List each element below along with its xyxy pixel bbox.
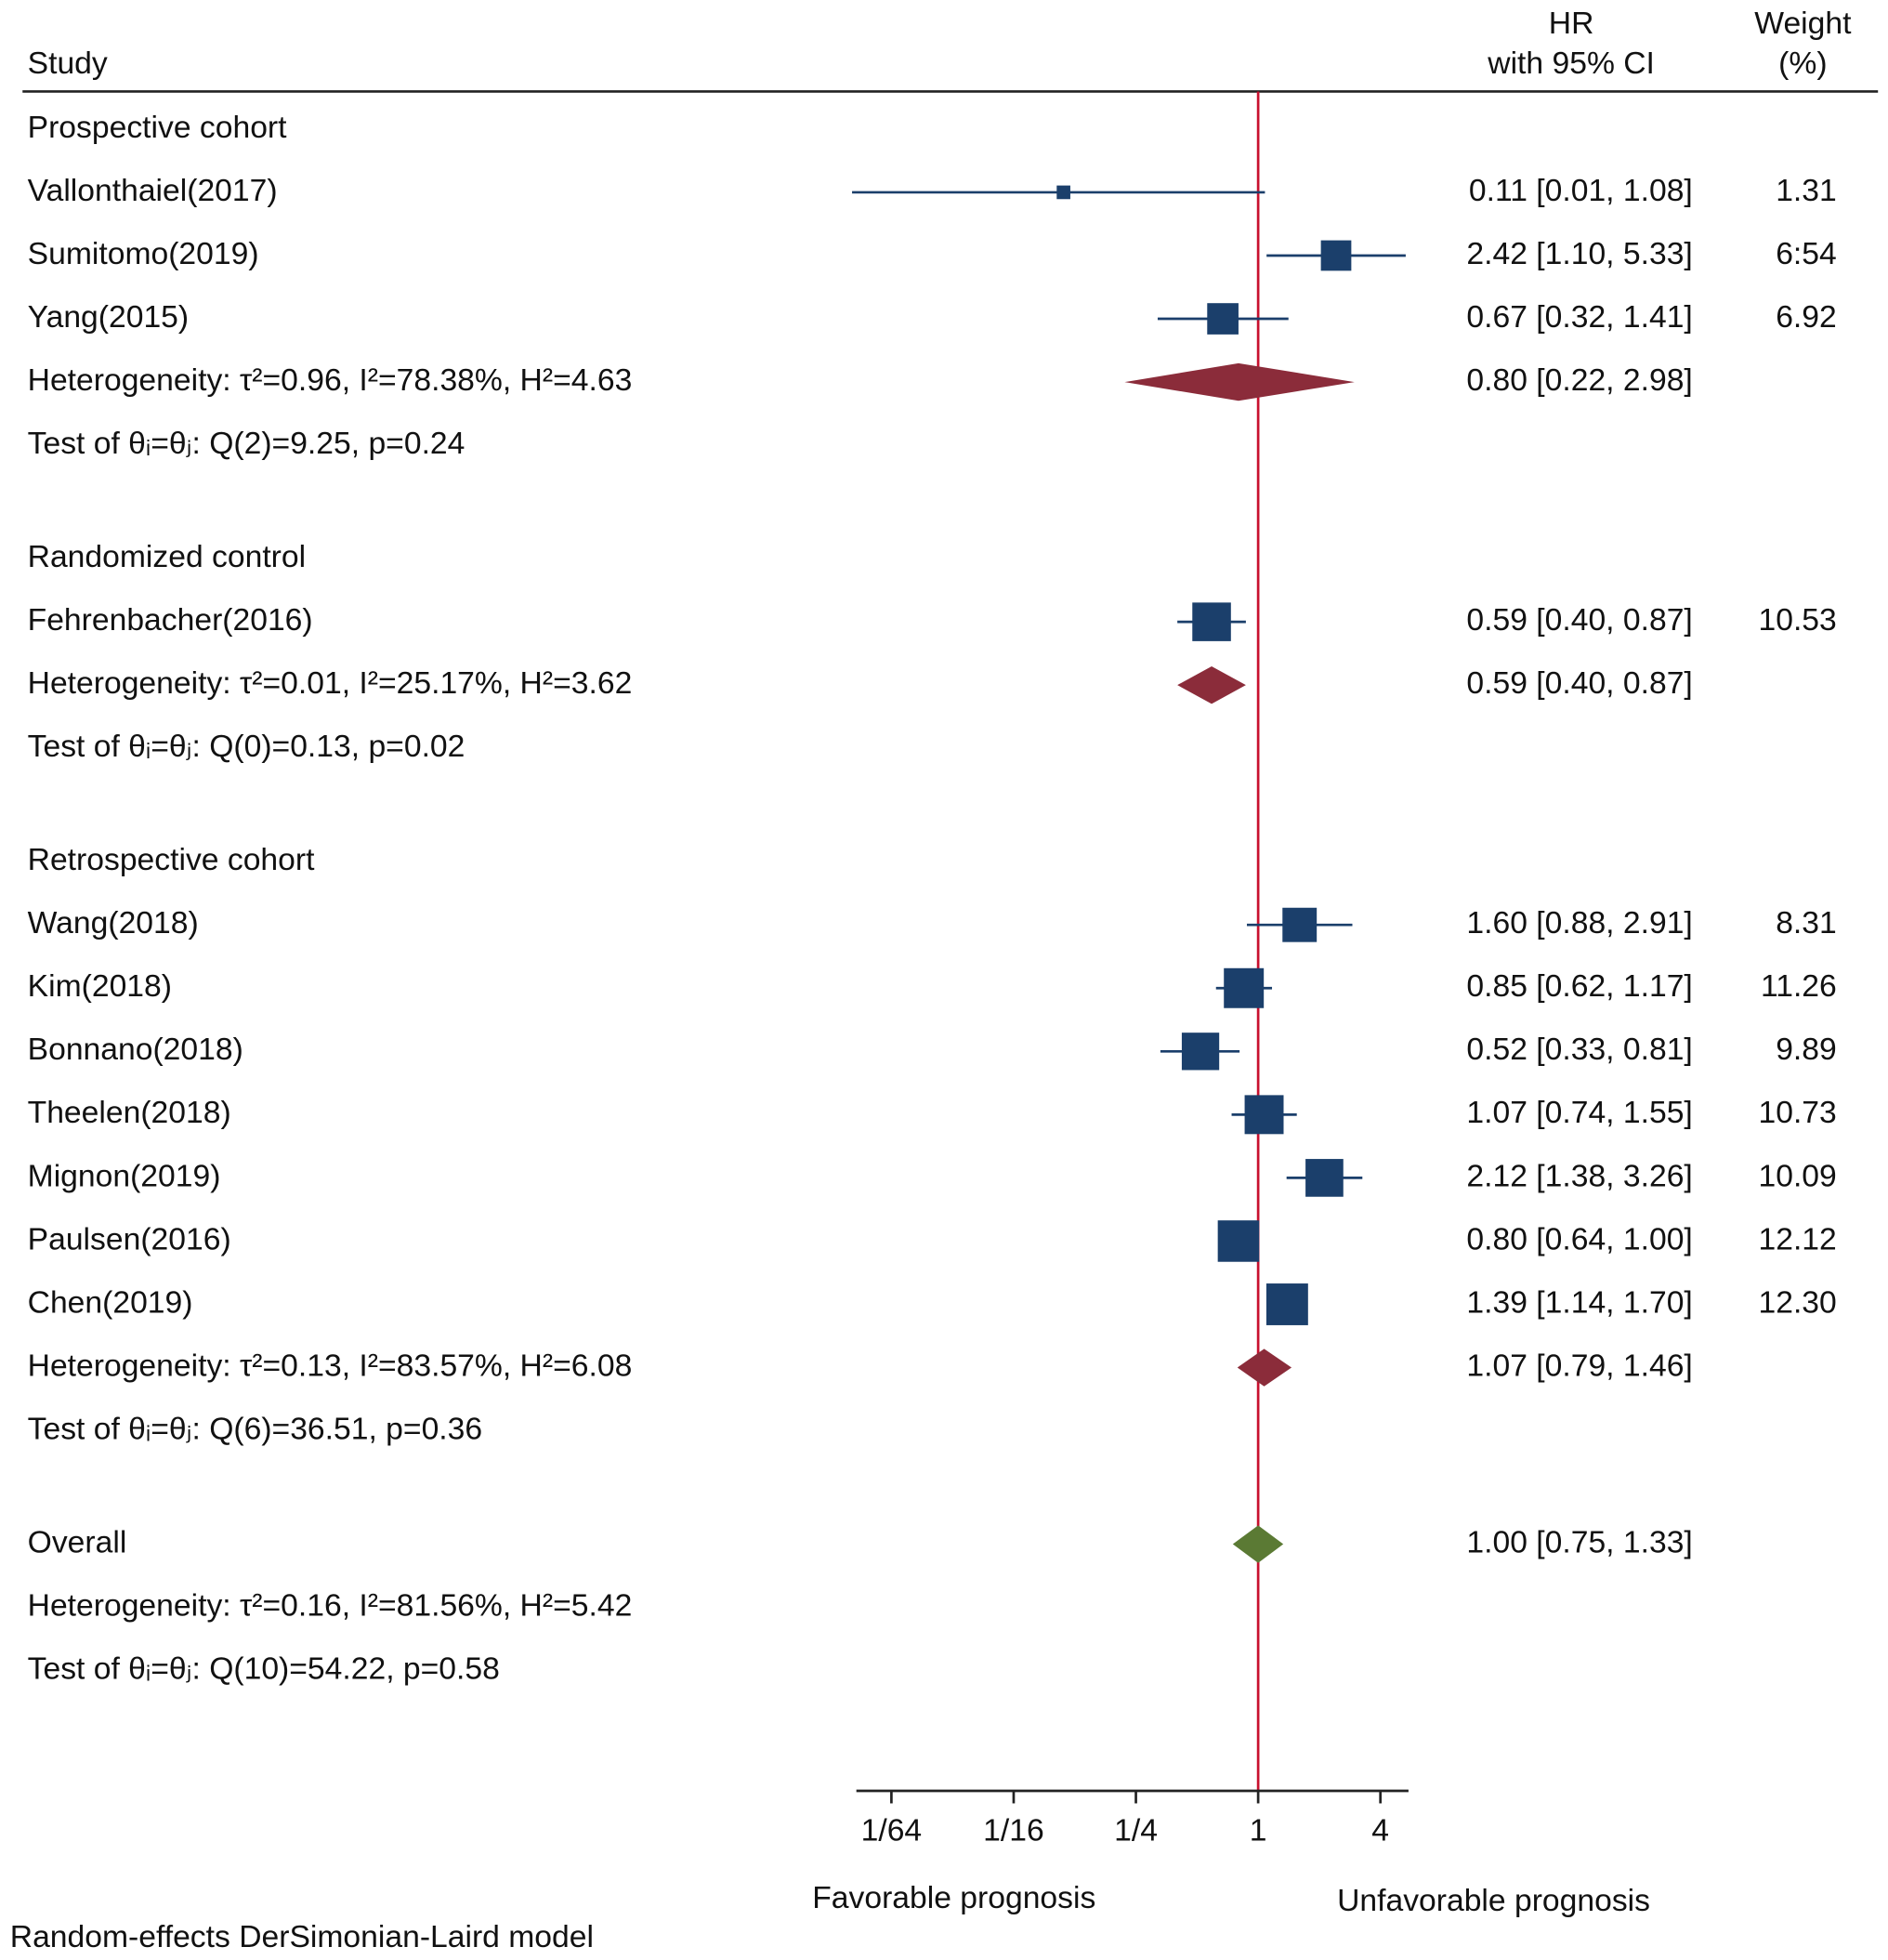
study-marker xyxy=(1282,907,1318,942)
weight-label: 12.30 xyxy=(1758,1285,1836,1320)
heterogeneity-label: Heterogeneity: τ²=0.16, I²=81.56%, H²=5.… xyxy=(28,1588,633,1623)
study-label: Mignon(2019) xyxy=(28,1159,221,1193)
test-label: Test of θᵢ=θⱼ: Q(6)=36.51, p=0.36 xyxy=(28,1412,482,1446)
study-marker xyxy=(1181,1033,1220,1071)
x-label: Favorable prognosis xyxy=(812,1881,1095,1915)
test-label: Test of θᵢ=θⱼ: Q(2)=9.25, p=0.24 xyxy=(28,427,465,461)
study-label: Sumitomo(2019) xyxy=(28,237,259,271)
hr-ci-label: 0.80 [0.22, 2.98] xyxy=(1466,363,1692,398)
hr-ci-label: 1.00 [0.75, 1.33] xyxy=(1466,1525,1692,1559)
hr-ci-label: 2.12 [1.38, 3.26] xyxy=(1466,1159,1692,1193)
study-marker xyxy=(1192,602,1231,641)
study-label: Fehrenbacher(2016) xyxy=(28,603,313,638)
group-label: Prospective cohort xyxy=(28,111,288,145)
summary-diamond xyxy=(1124,362,1355,401)
x-tick-label: 1/64 xyxy=(861,1813,923,1848)
study-marker xyxy=(1224,967,1265,1008)
heterogeneity-label: Heterogeneity: τ²=0.13, I²=83.57%, H²=6.… xyxy=(28,1348,633,1383)
hr-ci-label: 1.39 [1.14, 1.70] xyxy=(1466,1285,1692,1320)
hr-ci-label: 2.42 [1.10, 5.33] xyxy=(1466,237,1692,271)
weight-label: 6.92 xyxy=(1776,300,1837,335)
test-label: Test of θᵢ=θⱼ: Q(0)=0.13, p=0.02 xyxy=(28,730,465,764)
test-label: Test of θᵢ=θⱼ: Q(10)=54.22, p=0.58 xyxy=(28,1652,500,1687)
weight-header: Weight xyxy=(1754,7,1852,41)
summary-diamond xyxy=(1177,665,1246,704)
hr-header: with 95% CI xyxy=(1487,46,1655,81)
weight-label: 9.89 xyxy=(1776,1033,1837,1067)
hr-ci-label: 0.11 [0.01, 1.08] xyxy=(1469,174,1693,208)
group-label: Overall xyxy=(28,1525,127,1559)
study-marker xyxy=(1244,1095,1284,1135)
weight-label: 12.12 xyxy=(1758,1222,1836,1256)
weight-label: 8.31 xyxy=(1776,906,1837,941)
x-tick-label: 1 xyxy=(1250,1813,1267,1848)
study-label: Kim(2018) xyxy=(28,969,172,1004)
study-marker xyxy=(1217,1220,1260,1262)
weight-label: 11.26 xyxy=(1761,969,1837,1004)
weight-label: 10.73 xyxy=(1758,1096,1836,1130)
group-label: Randomized control xyxy=(28,540,306,574)
x-tick-label: 1/16 xyxy=(983,1813,1044,1848)
heterogeneity-label: Heterogeneity: τ²=0.01, I²=25.17%, H²=3.… xyxy=(28,666,633,701)
weight-header: (%) xyxy=(1778,46,1827,81)
study-marker xyxy=(1305,1159,1344,1197)
x-label: Unfavorable prognosis xyxy=(1337,1884,1650,1918)
study-marker xyxy=(1207,303,1239,335)
hr-ci-label: 0.59 [0.40, 0.87] xyxy=(1466,666,1692,701)
hr-ci-label: 0.59 [0.40, 0.87] xyxy=(1466,603,1692,638)
hr-ci-label: 0.85 [0.62, 1.17] xyxy=(1466,969,1692,1004)
study-marker xyxy=(1320,240,1352,271)
summary-diamond xyxy=(1232,1525,1284,1563)
hr-ci-label: 0.80 [0.64, 1.00] xyxy=(1466,1222,1692,1256)
group-label: Retrospective cohort xyxy=(28,843,315,877)
hr-header: HR xyxy=(1549,7,1594,41)
summary-diamond xyxy=(1237,1348,1292,1387)
heterogeneity-label: Heterogeneity: τ²=0.96, I²=78.38%, H²=4.… xyxy=(28,363,633,398)
hr-ci-label: 1.07 [0.79, 1.46] xyxy=(1466,1348,1692,1383)
x-tick-label: 4 xyxy=(1371,1813,1389,1848)
weight-label: 10.09 xyxy=(1758,1159,1836,1193)
study-label: Wang(2018) xyxy=(28,906,199,941)
weight-label: 6:54 xyxy=(1776,237,1837,271)
study-label: Vallonthaiel(2017) xyxy=(28,174,278,208)
note: Random-effects DerSimonian-Laird model xyxy=(10,1920,594,1954)
weight-label: 10.53 xyxy=(1758,603,1836,638)
study-label: Paulsen(2016) xyxy=(28,1222,231,1256)
study-marker xyxy=(1056,185,1070,200)
hr-ci-label: 1.07 [0.74, 1.55] xyxy=(1466,1096,1692,1130)
study-header: Study xyxy=(28,46,108,81)
x-tick-label: 1/4 xyxy=(1114,1813,1158,1848)
study-marker xyxy=(1265,1283,1308,1325)
weight-label: 1.31 xyxy=(1776,174,1837,208)
hr-ci-label: 1.60 [0.88, 2.91] xyxy=(1466,906,1692,941)
study-label: Bonnano(2018) xyxy=(28,1033,243,1067)
study-label: Yang(2015) xyxy=(28,300,189,335)
study-label: Chen(2019) xyxy=(28,1285,193,1320)
hr-ci-label: 0.52 [0.33, 0.81] xyxy=(1466,1033,1692,1067)
hr-ci-label: 0.67 [0.32, 1.41] xyxy=(1466,300,1692,335)
study-label: Theelen(2018) xyxy=(28,1096,231,1130)
